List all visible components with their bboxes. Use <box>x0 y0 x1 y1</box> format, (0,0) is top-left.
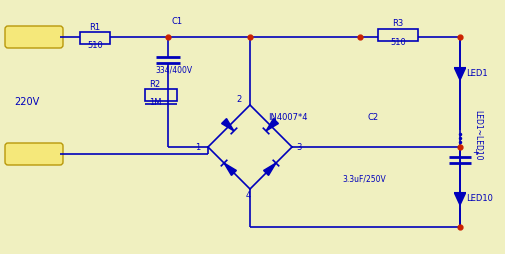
Text: 4: 4 <box>245 190 250 199</box>
Text: R2: R2 <box>149 80 160 89</box>
FancyBboxPatch shape <box>5 144 63 165</box>
Text: LED1: LED1 <box>466 69 488 78</box>
Text: 1: 1 <box>195 143 200 152</box>
Text: 334/400V: 334/400V <box>155 66 192 75</box>
FancyBboxPatch shape <box>5 27 63 49</box>
Text: 3: 3 <box>296 143 301 152</box>
Text: 1M: 1M <box>149 98 162 107</box>
Polygon shape <box>222 119 234 131</box>
Bar <box>80 33 110 45</box>
Polygon shape <box>224 163 236 176</box>
Bar <box>378 30 418 42</box>
Text: C2: C2 <box>367 113 378 121</box>
Text: 2: 2 <box>237 95 242 104</box>
Text: 220V: 220V <box>14 97 39 107</box>
Text: C1: C1 <box>172 17 183 26</box>
Text: R1: R1 <box>89 23 100 32</box>
Text: IN4007*4: IN4007*4 <box>268 113 308 121</box>
Polygon shape <box>454 194 466 205</box>
Text: 510: 510 <box>87 41 103 50</box>
Polygon shape <box>454 69 466 81</box>
Text: R3: R3 <box>392 19 403 28</box>
Text: LED1~LED10: LED1~LED10 <box>474 109 482 160</box>
Polygon shape <box>266 119 278 131</box>
Text: LED10: LED10 <box>466 194 493 203</box>
Text: 510: 510 <box>390 38 406 47</box>
Text: +: + <box>472 147 479 156</box>
Bar <box>145 90 177 102</box>
Polygon shape <box>264 163 276 176</box>
Text: 3.3uF/250V: 3.3uF/250V <box>342 174 386 183</box>
